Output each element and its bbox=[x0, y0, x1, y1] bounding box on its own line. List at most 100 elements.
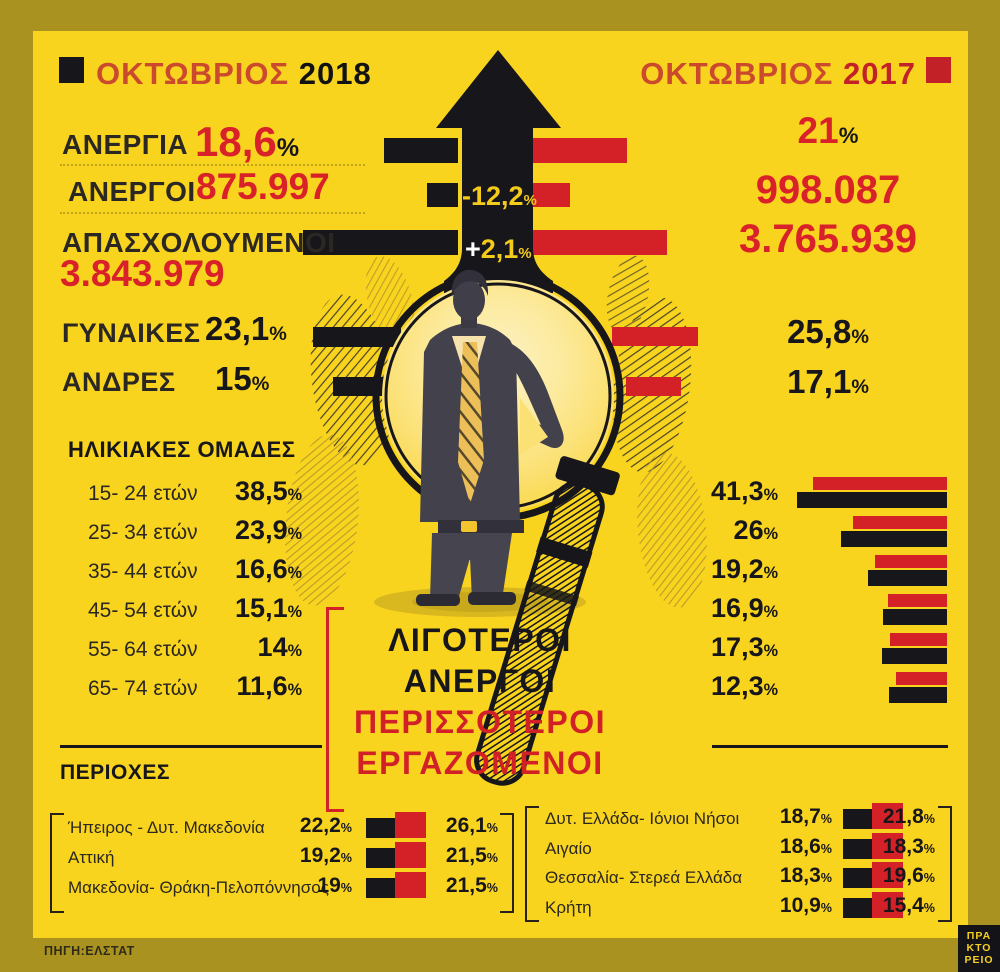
region-value-2017: 26,1% bbox=[446, 814, 498, 838]
value: 19,6 bbox=[882, 864, 924, 887]
region-label: Κρήτη bbox=[545, 898, 592, 917]
age-group-bars bbox=[841, 516, 947, 547]
bar-2018-unemployment-rate bbox=[384, 138, 458, 163]
percent-sign: % bbox=[923, 812, 935, 826]
bar-2018 bbox=[868, 570, 947, 586]
region-value-2018: 18,3% bbox=[780, 864, 832, 888]
unemployment-rate-2017: 21% bbox=[722, 110, 934, 152]
men-label: ΑΝΔΡΕΣ bbox=[62, 367, 176, 397]
value: 16,9 bbox=[711, 593, 764, 623]
bar-2018-employed bbox=[303, 230, 458, 255]
percent-sign: % bbox=[851, 376, 869, 398]
agency-logo: ΠΡΑ ΚΤΟ ΡΕΙΟ bbox=[958, 925, 1000, 972]
percent-sign: % bbox=[820, 812, 832, 826]
employed-label: ΑΠΑΣΧΟΛΟΥΜΕΝΟΙ bbox=[62, 227, 336, 258]
region-row: Ήπειρος - Δυτ. Μακεδονία 22,2% 26,1% bbox=[60, 812, 512, 840]
unemployed-change-badge: -12,2% bbox=[462, 181, 537, 212]
employed-2018: 3.843.979 bbox=[60, 253, 225, 294]
value: 15 bbox=[215, 360, 252, 397]
bar-2017 bbox=[872, 833, 903, 859]
value: 21,5 bbox=[445, 844, 487, 867]
age-group-value-2018: 11,6% bbox=[237, 671, 302, 702]
bar-2018 bbox=[366, 818, 395, 838]
value: 41,3 bbox=[711, 476, 764, 506]
percent-sign: % bbox=[269, 323, 287, 345]
unemployment-rate-label: ΑΝΕΡΓΙΑ bbox=[62, 129, 189, 160]
bar-2017-unemployed bbox=[533, 183, 570, 207]
percent-sign: % bbox=[838, 123, 859, 148]
bar-2017-women bbox=[612, 327, 698, 346]
percent-sign: % bbox=[923, 842, 935, 856]
value: 17,3 bbox=[711, 632, 764, 662]
region-value-2018: 10,9% bbox=[780, 894, 832, 918]
percent-sign: % bbox=[518, 246, 532, 262]
bar-2017 bbox=[890, 633, 947, 646]
bar-2017 bbox=[872, 803, 903, 829]
women-2017: 25,8% bbox=[722, 313, 934, 351]
bar-2018 bbox=[843, 868, 872, 888]
age-group-row-2017: 41,3% bbox=[655, 476, 950, 510]
age-group-row-2017: 16,9% bbox=[655, 593, 950, 627]
age-group-bars bbox=[797, 477, 947, 508]
percent-sign: % bbox=[763, 603, 778, 621]
percent-sign: % bbox=[287, 486, 302, 504]
value: 21,5 bbox=[445, 874, 487, 897]
percent-sign: % bbox=[523, 193, 537, 209]
employed-2017: 3.765.939 bbox=[739, 217, 917, 261]
region-label: Μακεδονία- Θράκη-Πελοπόννησος bbox=[68, 878, 329, 897]
value: 17,1 bbox=[787, 363, 852, 400]
age-group-value-2017: 19,2% bbox=[711, 554, 778, 585]
percent-sign: % bbox=[486, 821, 498, 835]
percent-sign: % bbox=[486, 881, 498, 895]
percent-sign: % bbox=[763, 564, 778, 582]
percent-sign: % bbox=[276, 134, 300, 162]
value: 21,8 bbox=[882, 805, 924, 828]
age-group-bars bbox=[868, 555, 947, 586]
period-title-2018: ΟΚΤΩΒΡΙΟΣ 2018 bbox=[96, 56, 372, 92]
value: 22,2 bbox=[299, 814, 341, 837]
value: 19,2 bbox=[711, 554, 764, 584]
region-row: Μακεδονία- Θράκη-Πελοπόννησος 19% 21,5% bbox=[60, 872, 512, 900]
age-groups-title: ΗΛΙΚΙΑΚΕΣ ΟΜΑΔΕΣ bbox=[68, 437, 296, 462]
source-label: ΠΗΓΗ:ΕΛΣΤΑΤ bbox=[44, 944, 135, 958]
value: 12,3 bbox=[711, 671, 764, 701]
bar-2017 bbox=[896, 672, 947, 685]
logo-line: ΡΕΙΟ bbox=[964, 954, 994, 966]
age-group-label: 35- 44 ετών bbox=[88, 560, 198, 583]
percent-sign: % bbox=[851, 326, 869, 348]
bar-2017 bbox=[395, 842, 426, 868]
age-group-row-2018: 55- 64 ετών 14% bbox=[60, 632, 310, 666]
percent-sign: % bbox=[486, 851, 498, 865]
bar-2018 bbox=[882, 648, 947, 664]
age-group-label: 55- 64 ετών bbox=[88, 638, 198, 661]
age-group-value-2017: 12,3% bbox=[711, 671, 778, 702]
percent-sign: % bbox=[923, 871, 935, 885]
sign: - bbox=[462, 181, 471, 211]
percent-sign: % bbox=[763, 681, 778, 699]
percent-sign: % bbox=[763, 486, 778, 504]
month-label: ΟΚΤΩΒΡΙΟΣ bbox=[640, 56, 834, 91]
age-group-row-2018: 65- 74 ετών 11,6% bbox=[60, 671, 310, 705]
region-value-2017: 15,4% bbox=[883, 894, 935, 918]
region-value-2017: 21,8% bbox=[883, 805, 935, 829]
bar-2017 bbox=[888, 594, 947, 607]
percent-sign: % bbox=[287, 564, 302, 582]
region-value-2018: 18,6% bbox=[780, 835, 832, 859]
bar-2017 bbox=[813, 477, 947, 490]
percent-sign: % bbox=[923, 901, 935, 915]
value: 18,3 bbox=[882, 835, 924, 858]
age-group-value-2017: 26% bbox=[734, 515, 778, 546]
value: 23,9 bbox=[235, 515, 288, 545]
age-group-row-2017: 12,3% bbox=[655, 671, 950, 705]
headline-line: ΕΡΓΑΖΟΜΕΝΟΙ bbox=[356, 745, 604, 781]
bar-2018-unemployed bbox=[427, 183, 458, 207]
age-group-value-2018: 15,1% bbox=[235, 593, 302, 624]
bar-2017-employed bbox=[533, 230, 667, 255]
region-label: Αιγαίο bbox=[545, 839, 592, 858]
percent-sign: % bbox=[340, 881, 352, 895]
value: 19 bbox=[317, 874, 341, 897]
region-row: Αιγαίο 18,6% 18,3% bbox=[535, 833, 940, 861]
value: 16,6 bbox=[235, 554, 288, 584]
